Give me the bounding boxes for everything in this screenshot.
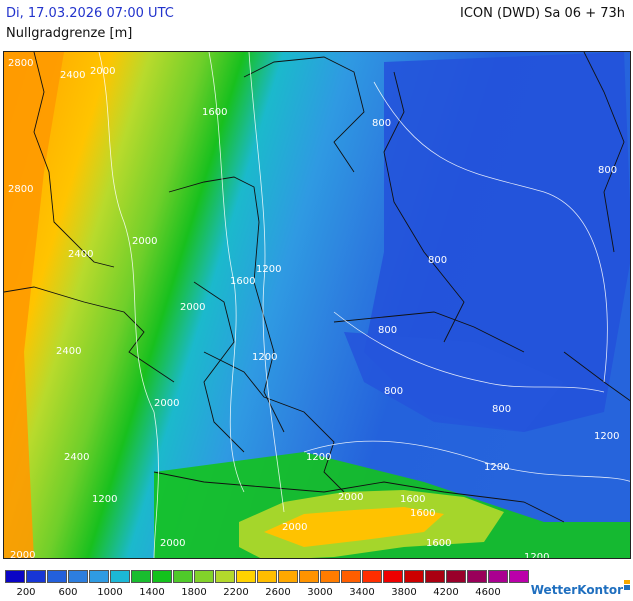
contour-label: 800 [428,255,447,266]
legend-swatch [488,570,508,583]
contour-label: 1200 [306,452,331,463]
legend-swatch [467,570,487,583]
legend-swatch [509,570,529,583]
contour-label: 800 [384,386,403,397]
legend-label: 1400 [139,587,165,598]
legend-swatch [257,570,277,583]
legend-swatch [173,570,193,583]
legend-swatch [299,570,319,583]
legend-swatch [68,570,88,583]
legend-swatch [215,570,235,583]
contour-label: 1600 [202,107,227,118]
contour-label: 2400 [56,346,81,357]
contour-label: 1200 [92,494,117,505]
contour-label: 1200 [252,352,277,363]
forecast-valid-time: Di, 17.03.2026 07:00 UTC [6,6,174,21]
parameter-label: Nullgradgrenze [m] [6,26,133,41]
borders [4,52,630,523]
brand-mark-icon [624,580,630,590]
brand-logo: WetterKontor [530,583,623,597]
legend-swatch [320,570,340,583]
contour-label: 1600 [400,494,425,505]
legend-label: 600 [58,587,78,598]
contour-label: 2000 [160,538,185,549]
contour-lines [98,52,630,558]
alps-core [264,507,444,547]
legend-label: 3000 [307,587,333,598]
model-run-label: ICON (DWD) Sa 06 + 73h [460,6,625,21]
legend-label: 1800 [181,587,207,598]
legend-swatch [341,570,361,583]
legend-swatch [446,570,466,583]
high-freezing-west [4,52,64,558]
contour-label: 2000 [90,66,115,77]
contour-label: 800 [598,165,617,176]
low-freezing-core-south [344,332,564,432]
legend-swatch [89,570,109,583]
contour-label: 1600 [230,276,255,287]
contour-label: 800 [492,404,511,415]
contour-label: 1200 [256,264,281,275]
contour-label: 2000 [338,492,363,503]
contour-label: 2400 [68,249,93,260]
contour-label-layer: 2800 2400 2000 1600 2800 2400 2000 1200 … [8,58,619,559]
legend-swatch [152,570,172,583]
contour-label: 2800 [8,58,33,69]
legend-label: 200 [16,587,36,598]
legend-label: 4600 [475,587,501,598]
legend-label: 2200 [223,587,249,598]
contour-label: 2000 [132,236,157,247]
contour-label: 2000 [180,302,205,313]
legend-label: 1000 [97,587,123,598]
legend-swatch [194,570,214,583]
freezing-level-map: 2800 2400 2000 1600 2800 2400 2000 1200 … [3,51,631,559]
legend-swatch [5,570,25,583]
contour-label: 800 [378,325,397,336]
contour-label: 2000 [154,398,179,409]
map-canvas: 2800 2400 2000 1600 2800 2400 2000 1200 … [4,52,630,559]
legend-swatch [131,570,151,583]
contour-label: 1200 [484,462,509,473]
contour-label: 1200 [594,431,619,442]
legend-swatch [404,570,424,583]
contour-label: 2000 [10,550,35,559]
legend-swatch [425,570,445,583]
legend-swatch [362,570,382,583]
legend-label: 2600 [265,587,291,598]
contour-label: 1600 [426,538,451,549]
legend-swatch [110,570,130,583]
legend-swatch [47,570,67,583]
legend-label: 3800 [391,587,417,598]
contour-label: 2000 [282,522,307,533]
legend-labels: 200 600 1000 1400 1800 2200 2600 3000 3400 3800 42… [5,587,525,601]
legend-swatch [26,570,46,583]
legend-label: 4200 [433,587,459,598]
contour-label: 1600 [410,508,435,519]
legend-label: 3400 [349,587,375,598]
contour-label: 1200 [524,552,549,559]
legend-color-scale [5,570,530,585]
contour-label: 2400 [64,452,89,463]
contour-label: 2800 [8,184,33,195]
low-freezing-core [364,52,630,432]
legend-swatch [278,570,298,583]
contour-label: 800 [372,118,391,129]
legend-swatch [383,570,403,583]
contour-label: 2400 [60,70,85,81]
legend-swatch [236,570,256,583]
